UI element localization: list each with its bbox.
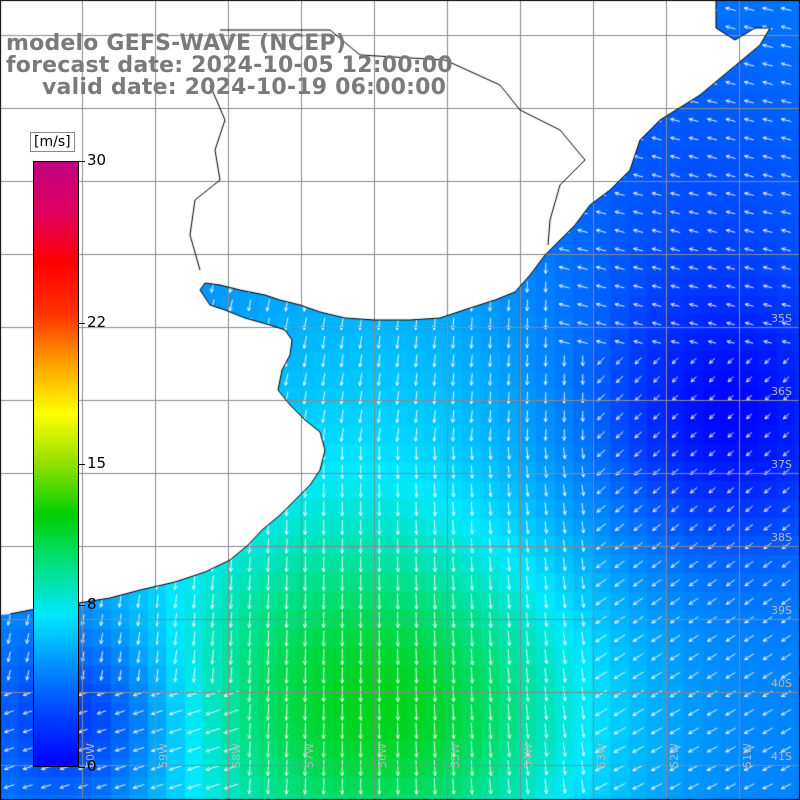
latitude-label: 37S bbox=[771, 458, 792, 471]
colorbar-tick-mark bbox=[79, 161, 85, 162]
valid-date: valid date: 2024-10-19 06:00:00 bbox=[42, 75, 447, 100]
colorbar-tick-label: 8 bbox=[87, 595, 97, 614]
latitude-label: 40S bbox=[771, 677, 792, 690]
colorbar-tick-mark bbox=[79, 605, 85, 607]
colorbar-tick-label: 15 bbox=[87, 454, 107, 472]
longitude-label: 59W bbox=[157, 743, 170, 768]
latitude-label: 35S bbox=[771, 312, 792, 325]
colorbar bbox=[33, 161, 79, 767]
colorbar-units: [m/s] bbox=[30, 132, 75, 152]
longitude-label: 51W bbox=[741, 743, 754, 768]
longitude-label: 57W bbox=[303, 743, 316, 768]
latitude-label: 41S bbox=[771, 750, 792, 763]
latitude-label: 39S bbox=[771, 604, 792, 617]
longitude-label: 53W bbox=[595, 743, 608, 768]
longitude-label: 55W bbox=[449, 743, 462, 768]
colorbar-tick-label: 22 bbox=[87, 312, 107, 331]
colorbar-tick-mark bbox=[79, 322, 85, 324]
longitude-label: 54W bbox=[522, 743, 535, 768]
colorbar-tick-label: 30 bbox=[87, 151, 107, 169]
colorbar-tick-mark bbox=[79, 767, 85, 768]
forecast-date: forecast date: 2024-10-05 12:00:00 bbox=[6, 53, 453, 78]
latitude-label: 38S bbox=[771, 531, 792, 544]
longitude-label: 58W bbox=[230, 743, 243, 768]
colorbar-tick-label: 0 bbox=[87, 757, 97, 775]
colorbar-tick-mark bbox=[79, 464, 85, 465]
latitude-label: 36S bbox=[771, 385, 792, 398]
model-title: modelo GEFS-WAVE (NCEP) bbox=[6, 31, 347, 56]
longitude-label: 56W bbox=[376, 743, 389, 768]
longitude-label: 52W bbox=[668, 743, 681, 768]
